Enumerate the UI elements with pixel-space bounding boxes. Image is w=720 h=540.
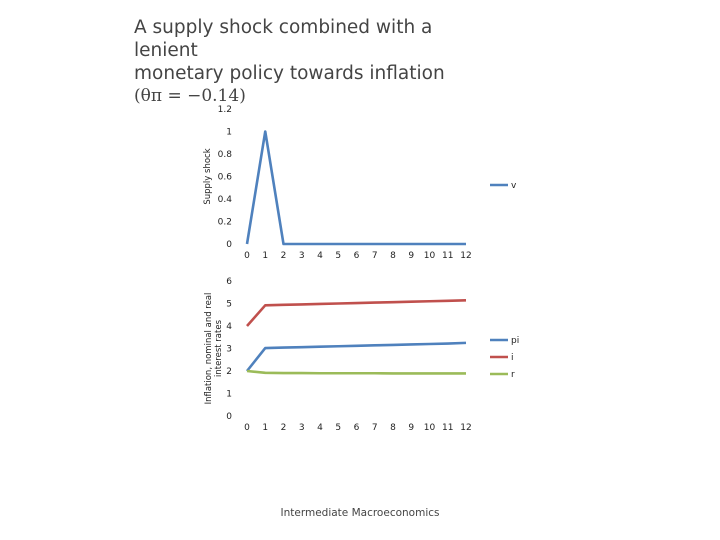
y-tick-label: 2 xyxy=(226,367,232,377)
x-tick-label: 3 xyxy=(299,251,305,261)
x-tick-label: 1 xyxy=(262,251,268,261)
title-line-2: monetary policy towards inflation xyxy=(134,63,445,84)
x-tick-label: 5 xyxy=(335,423,341,433)
y-tick-label: 0 xyxy=(226,412,232,422)
x-tick-label: 8 xyxy=(390,423,396,433)
x-tick-label: 4 xyxy=(317,251,323,261)
y-tick-label: 0.2 xyxy=(218,218,232,228)
x-tick-label: 9 xyxy=(408,423,414,433)
y-axis-label-line: Inflation, nominal and real xyxy=(204,293,214,405)
y-tick-label: 3 xyxy=(226,345,232,355)
x-tick-label: 12 xyxy=(460,423,471,433)
series-line-r xyxy=(246,369,466,375)
x-tick-label: 1 xyxy=(262,423,268,433)
legend-label-i: i xyxy=(511,353,514,363)
y-tick-label: 0.6 xyxy=(218,173,233,183)
y-tick-label: 4 xyxy=(226,322,232,332)
legend-label-v: v xyxy=(511,181,517,191)
legend-label-r: r xyxy=(511,370,515,380)
y-tick-label: 0 xyxy=(226,240,232,250)
y-tick-label: 0.8 xyxy=(218,150,233,160)
title-formula: (θπ = −0.14) xyxy=(134,86,246,106)
y-tick-label: 0.4 xyxy=(218,195,233,205)
x-tick-label: 11 xyxy=(442,251,453,261)
x-tick-label: 7 xyxy=(372,423,378,433)
footer-text: Intermediate Macroeconomics xyxy=(280,507,440,519)
y-axis-label-line: interest rates xyxy=(214,319,224,377)
y-tick-label: 5 xyxy=(226,300,232,310)
series-line-pi xyxy=(245,341,467,372)
y-tick-label: 1 xyxy=(226,128,232,138)
supply-shock-chart: 00.20.40.60.811.20 1 2 3 4 5 6 7 8 9 10 11 12Supply … xyxy=(203,105,517,261)
y-tick-label: 1 xyxy=(226,390,232,400)
x-tick-label: 10 xyxy=(424,251,436,261)
x-tick-label: 10 xyxy=(424,423,436,433)
x-tick-label: 12 xyxy=(460,251,471,261)
x-tick-label: 8 xyxy=(390,251,396,261)
x-tick-label: 0 xyxy=(244,423,250,433)
y-axis-label: Supply shock xyxy=(203,148,213,204)
x-tick-label: 6 xyxy=(354,251,360,261)
slide-title: A supply shock combined with a lenient m… xyxy=(134,16,464,108)
x-tick-label: 2 xyxy=(281,251,287,261)
title-line-1: A supply shock combined with a lenient xyxy=(134,17,433,61)
y-tick-label: 6 xyxy=(226,277,232,287)
y-axis-label: Inflation, nominal and realinterest rate… xyxy=(204,293,224,405)
x-tick-label: 7 xyxy=(372,251,378,261)
y-tick-label: 1.2 xyxy=(218,105,232,115)
x-tick-label: 3 xyxy=(299,423,305,433)
series-line-i xyxy=(246,299,467,327)
x-tick-label: 9 xyxy=(408,251,414,261)
x-tick-label: 5 xyxy=(335,251,341,261)
legend-label-pi: pi xyxy=(511,336,519,346)
x-tick-label: 0 xyxy=(244,251,250,261)
x-tick-label: 2 xyxy=(281,423,287,433)
x-tick-label: 4 xyxy=(317,423,323,433)
x-tick-label: 6 xyxy=(354,423,360,433)
series-line-v xyxy=(245,130,466,246)
x-tick-label: 11 xyxy=(442,423,453,433)
